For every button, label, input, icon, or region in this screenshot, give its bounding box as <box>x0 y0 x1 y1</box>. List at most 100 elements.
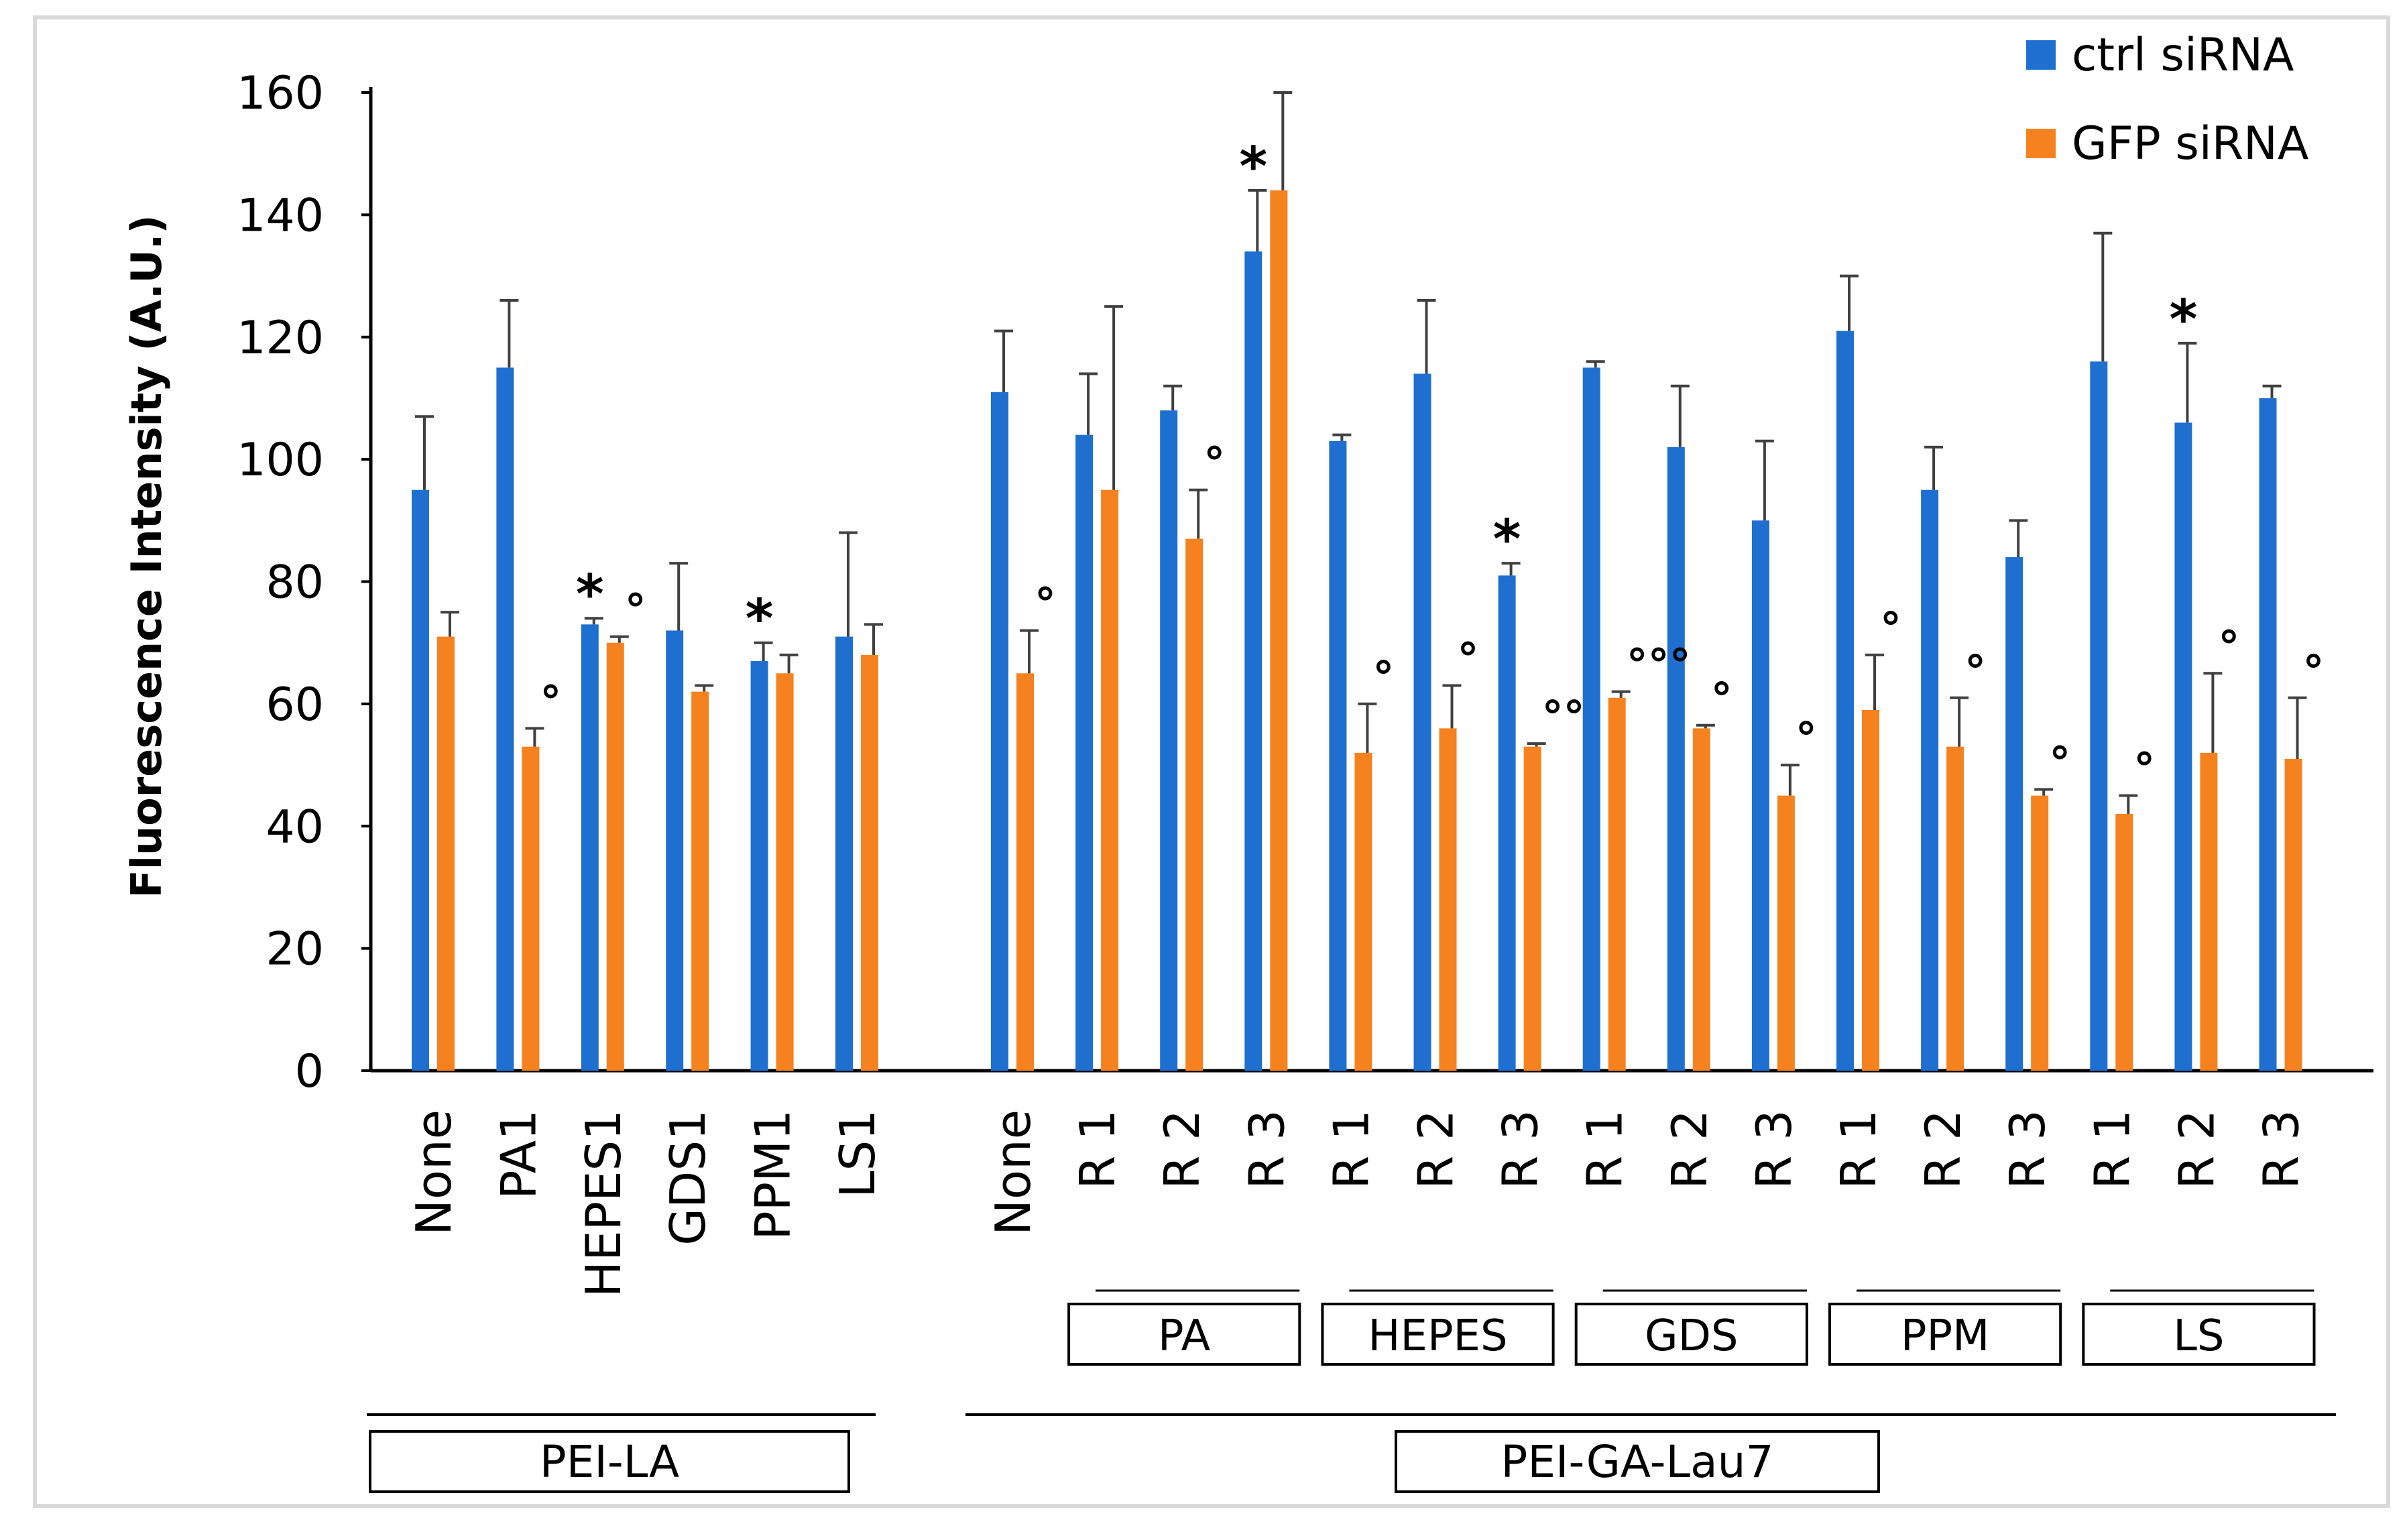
bar-gfp <box>1862 709 1879 1071</box>
bar-gfp <box>776 673 794 1071</box>
bar-ctrl <box>1498 575 1516 1071</box>
x-tick-label: R 2 <box>1154 1110 1210 1189</box>
bar-ctrl <box>2259 398 2277 1071</box>
bar-gfp <box>1101 489 1119 1071</box>
x-tick-label: R 1 <box>2084 1110 2140 1189</box>
subgroup-box <box>2082 1303 2316 1366</box>
significance-circle: ° <box>2303 647 2325 697</box>
subgroup-box <box>1321 1303 1555 1366</box>
significance-circle: ° <box>2049 739 2070 788</box>
x-tick-label: R 2 <box>1915 1110 1971 1189</box>
group-label: PEI-GA-Lau7 <box>1501 1436 1774 1488</box>
legend: ctrl siRNA GFP siRNA <box>2026 29 2308 170</box>
bar-gfp <box>1946 746 1964 1071</box>
y-tick-label: 100 <box>237 434 324 487</box>
x-tick-label: R 3 <box>2253 1110 2310 1189</box>
y-tick-label: 40 <box>266 801 324 853</box>
group-box <box>369 1430 850 1493</box>
significance-circle: °° <box>1542 693 1585 742</box>
x-tick-label: R 3 <box>1746 1110 1802 1189</box>
bar-ctrl <box>2090 361 2108 1071</box>
bar-gfp <box>437 636 455 1071</box>
x-tick-label: R 2 <box>1661 1110 1718 1189</box>
significance-circle: ° <box>540 677 561 727</box>
subgroup-label: PPM <box>1901 1311 1989 1361</box>
significance-circle: ° <box>1796 714 1817 764</box>
bar-gfp <box>1777 795 1795 1071</box>
x-tick-label: None <box>406 1110 462 1236</box>
x-tick-label: R 2 <box>1408 1110 1464 1189</box>
significance-star: * <box>2169 288 2197 351</box>
bar-ctrl <box>1413 373 1431 1071</box>
x-tick-label: R 2 <box>2168 1110 2225 1189</box>
bar-ctrl <box>412 489 429 1071</box>
y-tick-label: 160 <box>237 67 324 120</box>
bar-ctrl <box>1075 434 1094 1071</box>
significance-circle: ° <box>1880 604 1901 654</box>
bar-gfp <box>1692 728 1710 1071</box>
y-tick-label: 20 <box>266 923 324 976</box>
subgroup-box <box>1067 1303 1301 1366</box>
bar-gfp <box>2115 814 2133 1071</box>
bar-gfp <box>1185 538 1204 1071</box>
significance-circle: ° <box>625 586 646 636</box>
x-tick-label: R 1 <box>1830 1110 1887 1189</box>
bar-gfp <box>1608 697 1626 1071</box>
bar-ctrl <box>1667 447 1685 1071</box>
group-label: PEI-LA <box>540 1436 679 1488</box>
y-axis-title: Fluorescence Intensity (A.U.) <box>122 215 171 898</box>
y-tick-label: 0 <box>295 1045 324 1098</box>
bar-ctrl <box>2005 557 2023 1071</box>
significance-circle: ° <box>2218 622 2239 672</box>
significance-circle: °°° <box>1627 641 1691 691</box>
x-tick-label: R 1 <box>1577 1110 1633 1189</box>
x-tick-label: LS1 <box>829 1110 886 1198</box>
bars-layer <box>412 91 2307 1071</box>
bar-gfp <box>1523 746 1541 1071</box>
x-tick-label: R 1 <box>1323 1110 1379 1189</box>
y-tick-label: 140 <box>237 189 324 242</box>
bar-ctrl <box>1582 367 1600 1071</box>
significance-circle: ° <box>1458 635 1479 685</box>
significance-star: * <box>746 588 774 650</box>
subgroup-box <box>1574 1303 1808 1366</box>
bar-ctrl <box>750 661 768 1071</box>
bar-gfp <box>1016 673 1034 1071</box>
significance-circle: ° <box>1372 653 1394 703</box>
bar-ctrl <box>666 630 684 1071</box>
bar-ctrl <box>1751 520 1769 1071</box>
significance-circle: ° <box>2133 745 2155 794</box>
y-tick-label: 60 <box>266 678 324 731</box>
legend-label: ctrl siRNA <box>2072 29 2294 82</box>
significance-star: * <box>576 563 604 626</box>
bar-gfp <box>1270 190 1288 1071</box>
y-tick-label: 120 <box>237 312 324 365</box>
subgroup-label: HEPES <box>1368 1311 1507 1361</box>
bar-gfp <box>2031 795 2049 1071</box>
significance-circle: ° <box>1964 647 1986 697</box>
significance-star: * <box>1493 508 1521 571</box>
bar-ctrl <box>496 367 514 1071</box>
labels-layer: * ° *°°°*° °*°°°°°°°°°° °*° °None PA1 HEPES1 GDS… <box>367 135 2336 1493</box>
x-tick-label: PPM1 <box>745 1110 801 1240</box>
bar-gfp <box>606 642 624 1071</box>
bar-gfp <box>522 746 540 1071</box>
axes-layer: 0 20 40 60 80 100 120 140 160 <box>237 67 2373 1098</box>
group-box <box>1395 1430 1880 1493</box>
subgroup-label: PA <box>1158 1311 1211 1361</box>
bar-ctrl <box>835 636 853 1071</box>
chart-frame <box>33 15 2390 1508</box>
bar-gfp <box>2284 758 2302 1071</box>
subgroup-box <box>1828 1303 2062 1366</box>
x-tick-label: HEPES1 <box>575 1110 632 1297</box>
legend-swatch-gfp <box>2026 129 2056 158</box>
bar-ctrl <box>2174 422 2192 1071</box>
bar-ctrl <box>1329 440 1347 1071</box>
bar-ctrl <box>1244 251 1263 1071</box>
bar-gfp <box>1439 728 1457 1071</box>
significance-circle: ° <box>1711 674 1733 724</box>
bar-gfp <box>861 654 878 1071</box>
significance-circle: ° <box>1204 439 1225 489</box>
subgroup-label: LS <box>2173 1311 2224 1361</box>
